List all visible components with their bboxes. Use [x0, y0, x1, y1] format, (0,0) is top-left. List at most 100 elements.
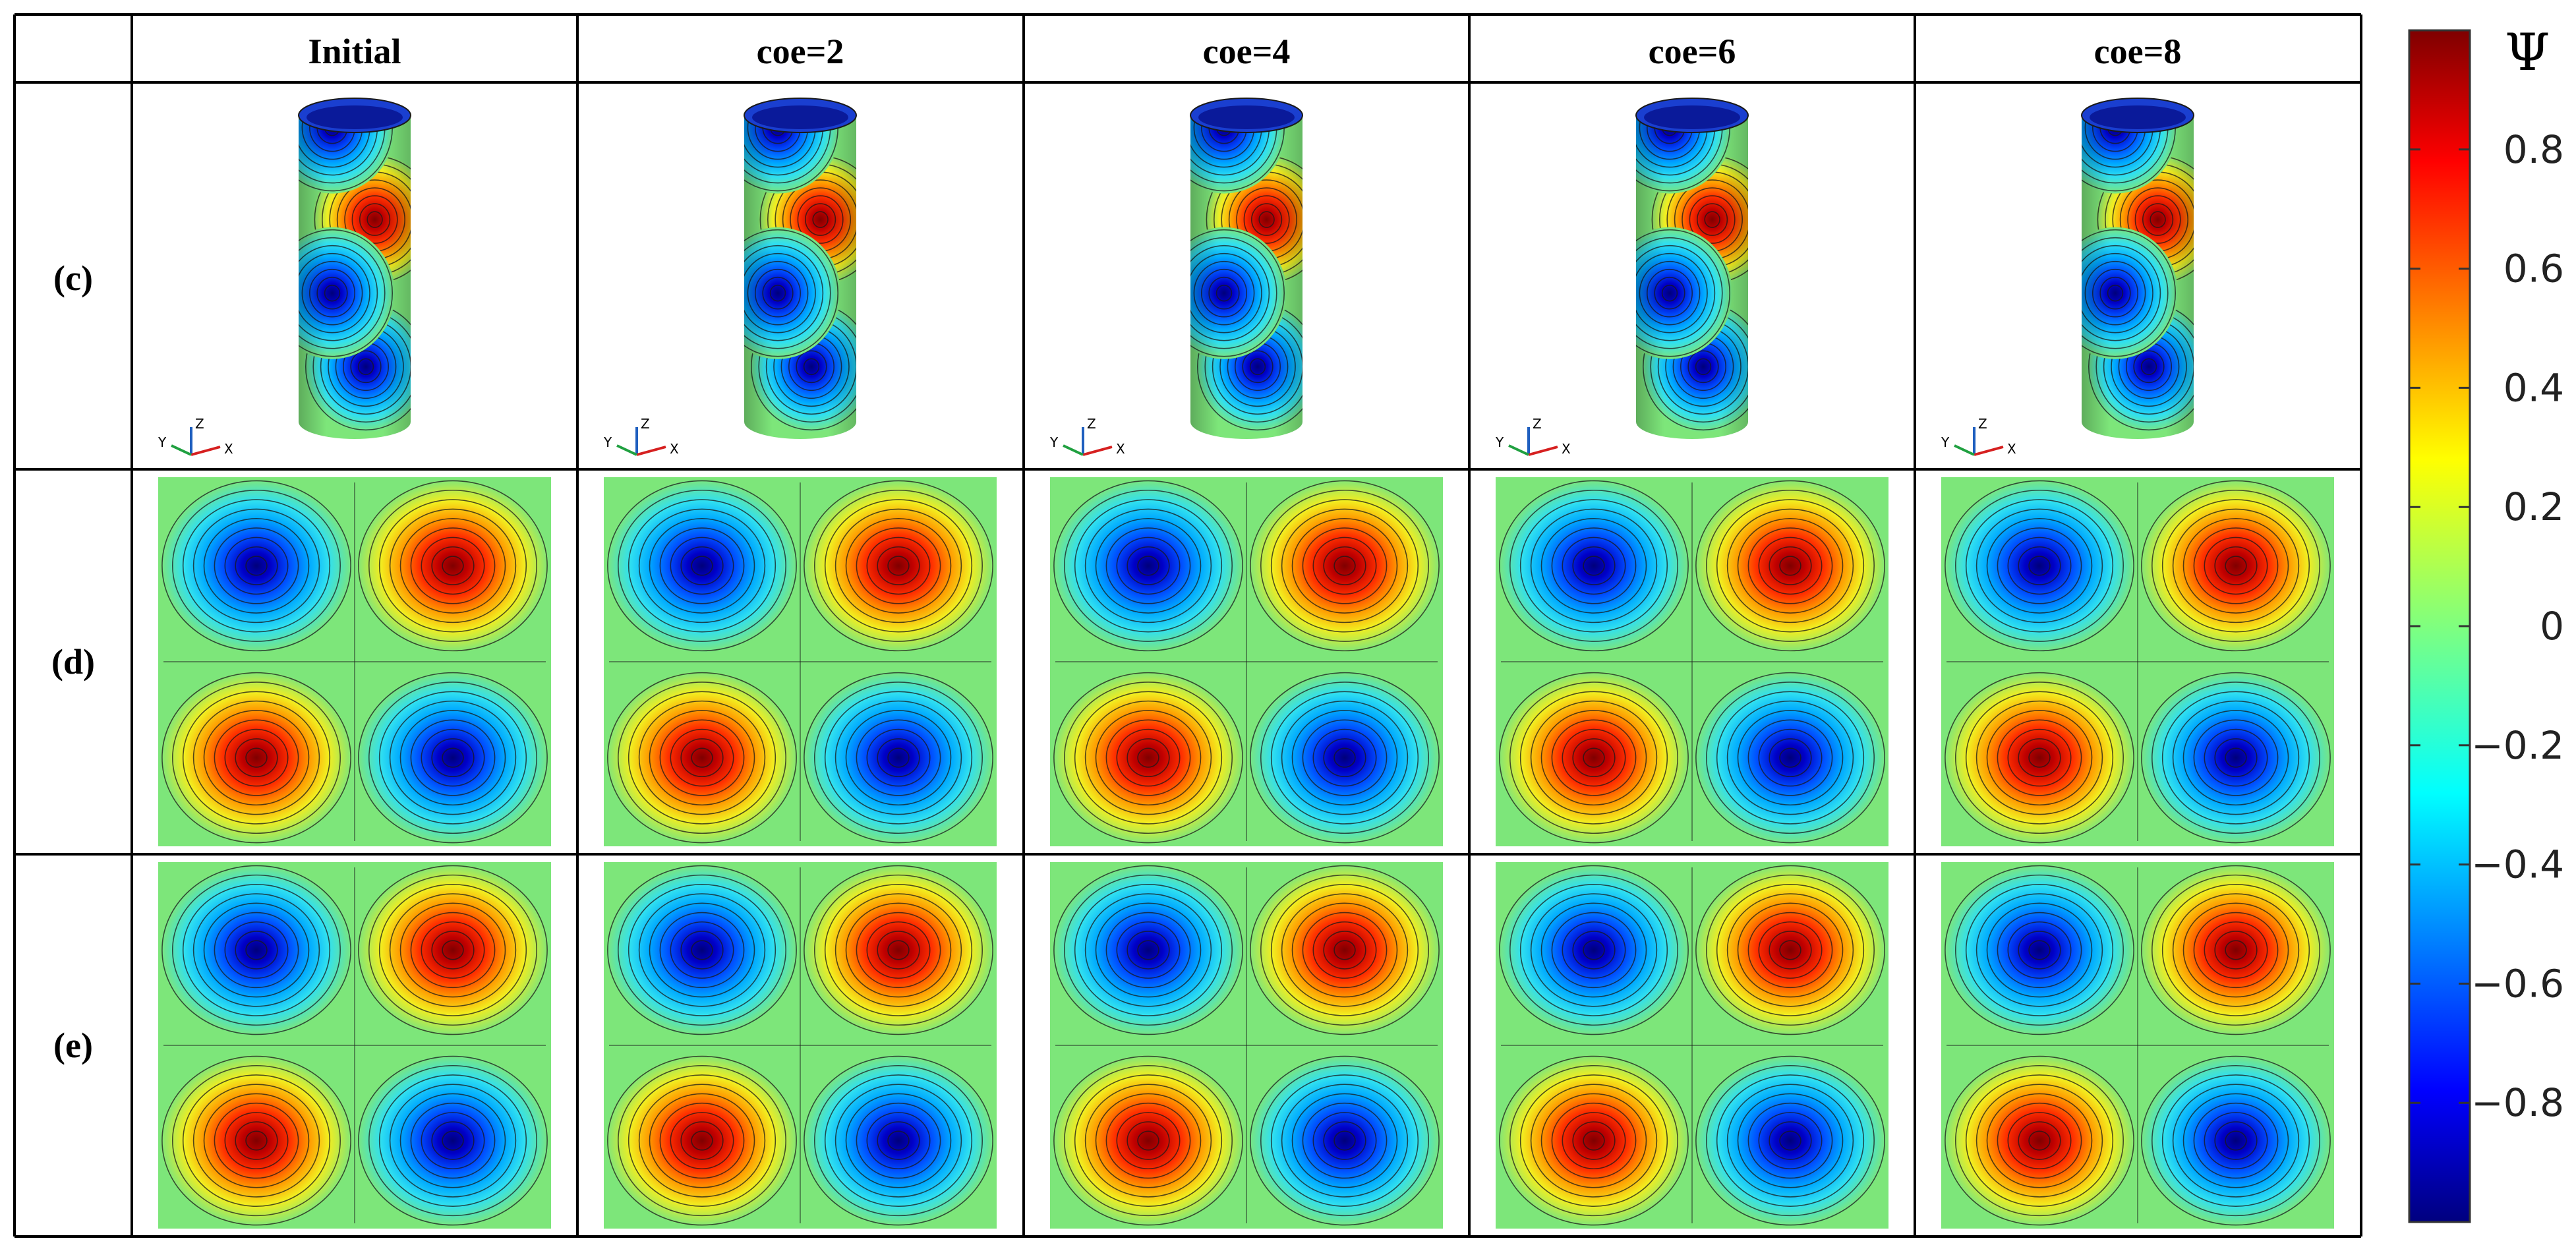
- axis-z-label: Z: [641, 416, 650, 432]
- colorbar-tick-label: −0.2: [2471, 723, 2564, 768]
- field-panel: [604, 862, 997, 1229]
- negative-vortex: [1693, 671, 1887, 845]
- colorbar-tick-label: −0.4: [2471, 842, 2564, 887]
- positive-vortex: [1248, 479, 1442, 653]
- cylinder-inner: [1198, 105, 1295, 129]
- colorbar-tick-label: −0.8: [2471, 1080, 2564, 1125]
- negative-vortex: [605, 863, 799, 1037]
- positive-vortex: [605, 1054, 799, 1227]
- axis-y-label: Y: [158, 434, 167, 450]
- colorbar-tick-label: 0.6: [2503, 247, 2564, 291]
- positive-vortex: [1497, 671, 1691, 845]
- axis-x-arrow: [1528, 446, 1558, 456]
- negative-vortex: [1051, 863, 1245, 1037]
- colorbar-ticks: 0.8 0.6 0.4 0.2 0 −0.2 −0.4 −0.6 −0.8: [2409, 127, 2564, 1125]
- axis-x-arrow: [636, 446, 666, 456]
- negative-vortex: [1248, 671, 1442, 845]
- colorbar: Ψ 0.8 0.6 0.4 0.2 0 −0.2 −0.4 −0.6 −0.8: [2408, 23, 2564, 1223]
- cylinder-panel: Z X Y: [1049, 98, 1303, 457]
- axis-triad: Z X Y: [1049, 416, 1125, 457]
- axis-y-label: Y: [1941, 434, 1950, 450]
- positive-vortex: [1943, 671, 2136, 845]
- negative-vortex: [2139, 1054, 2333, 1227]
- positive-vortex: [1051, 671, 1245, 845]
- axis-y-arrow: [1063, 444, 1084, 456]
- cylinder-inner: [307, 105, 403, 129]
- positive-vortex: [2139, 479, 2333, 653]
- field-panel: [1496, 862, 1888, 1229]
- column-header-coe8: coe=8: [2094, 32, 2182, 71]
- negative-vortex: [160, 479, 353, 653]
- axis-x-arrow: [1974, 446, 2004, 456]
- field-panel: [1941, 862, 2334, 1229]
- row-label-e: (e): [53, 1026, 93, 1065]
- positive-vortex: [1693, 479, 1887, 653]
- field-panel: [1050, 862, 1443, 1229]
- axis-y-arrow: [1508, 444, 1529, 456]
- axis-triad: Z X Y: [603, 416, 679, 457]
- field-panel: [158, 477, 551, 846]
- colorbar-symbol: Ψ: [2505, 23, 2550, 82]
- row-label-d: (d): [51, 642, 95, 682]
- axis-x-label: X: [1116, 441, 1125, 457]
- axis-y-label: Y: [1495, 434, 1504, 450]
- axis-x-arrow: [190, 446, 221, 456]
- negative-vortex: [1693, 1054, 1887, 1227]
- cylinder-panel: Z X Y: [158, 98, 411, 457]
- positive-vortex: [1051, 1054, 1245, 1227]
- axis-y-arrow: [171, 444, 192, 456]
- axis-x-label: X: [670, 441, 679, 457]
- positive-vortex: [1693, 863, 1887, 1037]
- positive-vortex: [802, 479, 995, 653]
- cylinder-inner: [1644, 105, 1740, 129]
- positive-vortex: [1943, 1054, 2136, 1227]
- axis-triad: Z X Y: [1495, 416, 1571, 457]
- negative-vortex: [356, 1054, 550, 1227]
- negative-vortex: [1248, 1054, 1442, 1227]
- positive-vortex: [160, 1054, 353, 1227]
- axis-z-label: Z: [195, 416, 204, 432]
- axis-x-label: X: [224, 441, 233, 457]
- negative-vortex: [1051, 479, 1245, 653]
- positive-vortex: [2139, 863, 2333, 1037]
- column-headers: Initial coe=2 coe=4 coe=6 coe=8: [308, 32, 2181, 71]
- positive-vortex: [356, 863, 550, 1037]
- field-panel: [1496, 477, 1888, 846]
- axis-y-label: Y: [603, 434, 612, 450]
- colorbar-tick-label: −0.6: [2471, 961, 2564, 1006]
- column-header-coe6: coe=6: [1649, 32, 1736, 71]
- colorbar-tick-label: 0.2: [2503, 484, 2564, 529]
- axis-triad: Z X Y: [1941, 416, 2016, 457]
- cylinder-panel: Z X Y: [603, 98, 857, 457]
- panels: Z X Y Z X Y Z X Y Z X Y Z X Y: [158, 98, 2334, 1229]
- negative-vortex: [1497, 863, 1691, 1037]
- axis-x-label: X: [2007, 441, 2016, 457]
- positive-vortex: [1497, 1054, 1691, 1227]
- axis-z-label: Z: [1533, 416, 1542, 432]
- negative-vortex: [802, 1054, 995, 1227]
- row-labels: (c) (d) (e): [51, 258, 95, 1065]
- positive-vortex: [605, 671, 799, 845]
- negative-vortex: [1943, 479, 2136, 653]
- positive-vortex: [1248, 863, 1442, 1037]
- field-panel: [1941, 477, 2334, 846]
- negative-vortex: [160, 863, 353, 1037]
- axis-triad: Z X Y: [158, 416, 233, 457]
- axis-x-arrow: [1082, 446, 1113, 456]
- positive-vortex: [802, 863, 995, 1037]
- negative-vortex: [1497, 479, 1691, 653]
- negative-vortex: [1943, 863, 2136, 1037]
- axis-y-arrow: [616, 444, 637, 456]
- column-header-coe4: coe=4: [1203, 32, 1291, 71]
- positive-vortex: [160, 671, 353, 845]
- positive-vortex: [356, 479, 550, 653]
- axis-y-arrow: [1954, 444, 1975, 456]
- axis-z-label: Z: [1978, 416, 1987, 432]
- negative-vortex: [605, 479, 799, 653]
- colorbar-tick-label: 0.4: [2503, 365, 2564, 410]
- axis-x-label: X: [1562, 441, 1571, 457]
- field-panel: [1050, 477, 1443, 846]
- cylinder-inner: [752, 105, 848, 129]
- negative-vortex: [2139, 671, 2333, 845]
- axis-y-label: Y: [1049, 434, 1059, 450]
